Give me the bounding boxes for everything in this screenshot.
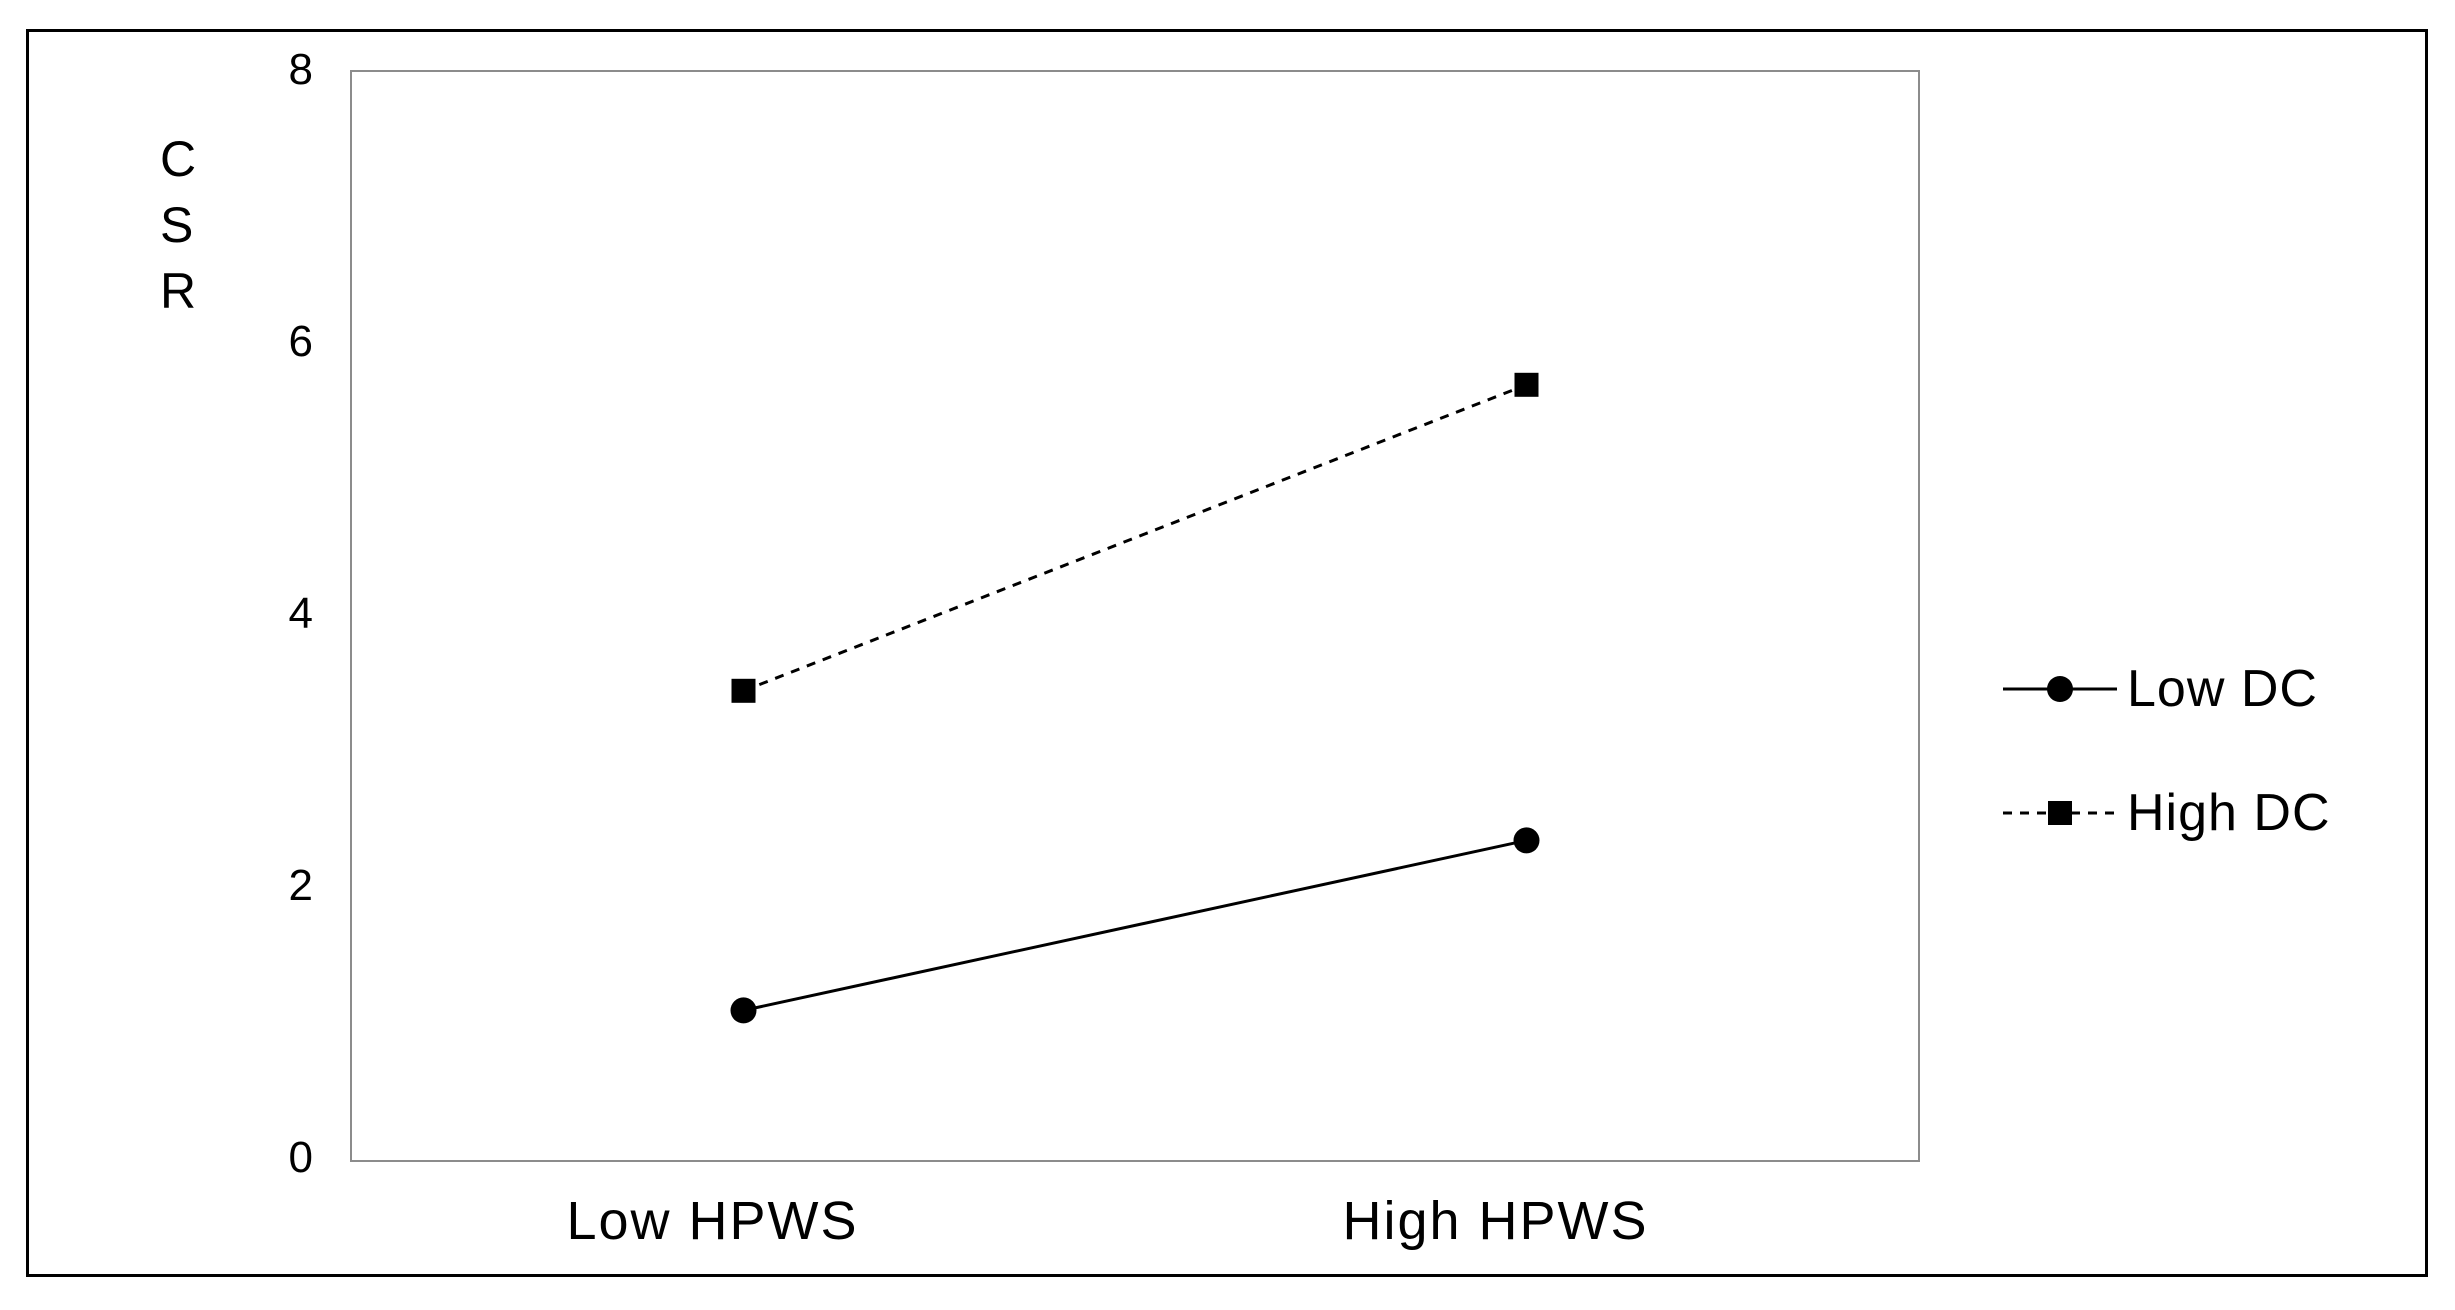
y-tick-label: 0 xyxy=(288,1133,313,1182)
legend-key-solid-line-circle-icon xyxy=(2003,676,2117,702)
y-tick-label: 6 xyxy=(288,317,313,366)
circle-data-point-marker xyxy=(730,997,757,1024)
square-data-point-marker xyxy=(1514,372,1539,397)
y-axis-title-letter: S xyxy=(160,197,194,253)
square-data-point-marker xyxy=(731,678,756,703)
y-axis-title-letter: R xyxy=(160,263,197,319)
legend-entry-low-dc: Low DC xyxy=(2001,659,2318,719)
y-axis-title-letter: C xyxy=(160,131,197,187)
series-line-low-dc xyxy=(743,838,1527,1012)
x-tick-label-high-hpws: High HPWS xyxy=(1342,1191,1649,1251)
legend-entry-high-dc: High DC xyxy=(2001,783,2331,843)
y-tick-label: 8 xyxy=(288,45,313,94)
plot-area xyxy=(350,70,1920,1162)
legend-key-dashed-line-square-icon xyxy=(2003,801,2117,825)
chart-series-layer xyxy=(730,372,1540,1024)
y-tick-label: 2 xyxy=(288,861,313,910)
x-tick-label-low-hpws: Low HPWS xyxy=(566,1191,859,1251)
legend-label-high-dc: High DC xyxy=(2127,784,2331,842)
circle-data-point-marker xyxy=(1513,827,1540,854)
legend-label-low-dc: Low DC xyxy=(2127,660,2318,718)
y-tick-label: 4 xyxy=(288,589,313,638)
series-line-high-dc xyxy=(742,383,1528,693)
